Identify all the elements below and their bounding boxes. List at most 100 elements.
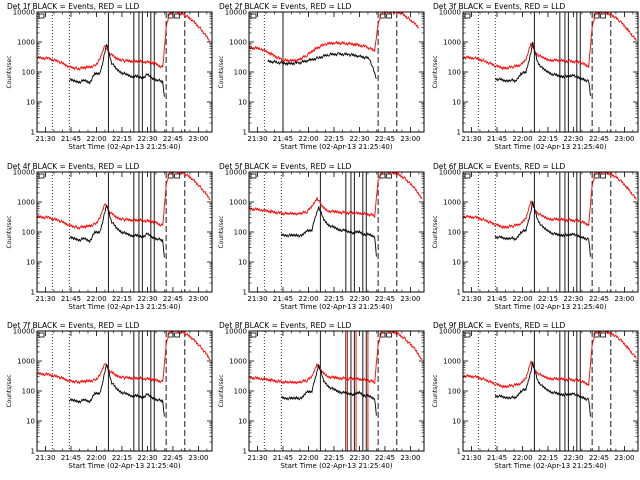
y-tick-label: 1 <box>457 289 461 297</box>
x-tick-label: 21:30 <box>247 454 267 462</box>
x-tick-label: 22:00 <box>86 295 106 303</box>
events-series-line <box>267 51 377 79</box>
panel-title: Det 2f BLACK = Events, RED = LLD <box>219 2 352 11</box>
y-axis-label: Counts/sec <box>6 215 13 248</box>
y-tick-label: 100 <box>22 69 35 77</box>
y-tick-label: 1000 <box>443 199 461 207</box>
panel-plot-area <box>463 12 637 132</box>
marker-box <box>250 173 257 179</box>
x-axis-label: Start Time (02-Apr-13 21:25:40) <box>68 462 180 470</box>
y-tick-label: 1000 <box>17 199 35 207</box>
y-tick-label: 10 <box>238 99 247 107</box>
x-tick-label: 21:30 <box>247 295 267 303</box>
y-tick-label: 100 <box>234 229 247 237</box>
x-tick-label: 22:45 <box>375 295 395 303</box>
y-tick-label: 1 <box>243 129 247 137</box>
panel-plot-area <box>249 331 423 451</box>
marker-box <box>38 173 45 179</box>
x-tick-label: 21:45 <box>487 454 507 462</box>
x-tick-label: 22:30 <box>563 454 583 462</box>
y-tick-label: 1000 <box>443 358 461 366</box>
marker-box <box>600 332 607 338</box>
panel-title: Det 8f BLACK = Events, RED = LLD <box>219 321 352 330</box>
y-axis-label: Counts/sec <box>6 55 13 88</box>
panel-det-4: Det 4f BLACK = Events, RED = LLD 1 10 100 10… <box>6 162 213 311</box>
x-tick-label: 22:00 <box>298 454 318 462</box>
x-tick-label: 22:30 <box>137 135 157 143</box>
panel-det-8: Det 8f BLACK = Events, RED = LLD 1 10 100 10… <box>218 321 425 470</box>
y-tick-label: 10000 <box>439 9 461 17</box>
y-axis-label: Counts/sec <box>6 374 13 407</box>
x-tick-label: 23:00 <box>188 454 208 462</box>
panel-title: Det 6f BLACK = Events, RED = LLD <box>433 162 566 171</box>
events-series-line <box>494 201 591 257</box>
x-tick-label: 22:00 <box>512 135 532 143</box>
marker-box <box>174 173 181 179</box>
x-tick-label: 22:30 <box>137 295 157 303</box>
x-tick-label: 22:45 <box>589 135 609 143</box>
y-axis-label: Counts/sec <box>432 374 439 407</box>
panel-det-5: Det 5f BLACK = Events, RED = LLD 1 10 100 10… <box>218 162 425 311</box>
y-tick-label: 10000 <box>13 169 35 177</box>
y-tick-label: 100 <box>22 229 35 237</box>
x-tick-label: 23:00 <box>188 295 208 303</box>
y-tick-label: 1000 <box>443 39 461 47</box>
x-tick-label: 22:30 <box>349 454 369 462</box>
x-tick-label: 21:45 <box>273 454 293 462</box>
marker-box <box>174 13 181 19</box>
x-axis-label: Start Time (02-Apr-13 21:25:40) <box>280 303 392 311</box>
x-tick-label: 22:00 <box>512 295 532 303</box>
y-tick-label: 10 <box>238 418 247 426</box>
x-tick-label: 21:30 <box>461 295 481 303</box>
x-tick-label: 21:30 <box>247 135 267 143</box>
panel-plot-area <box>37 172 211 292</box>
marker-box <box>386 173 393 179</box>
y-axis-label: Counts/sec <box>218 374 225 407</box>
x-tick-label: 22:45 <box>163 135 183 143</box>
x-tick-label: 23:00 <box>614 135 634 143</box>
y-tick-label: 1 <box>31 448 35 456</box>
x-tick-label: 22:30 <box>563 295 583 303</box>
events-series-line <box>68 204 165 258</box>
marker-box <box>38 13 45 19</box>
y-tick-label: 1 <box>243 289 247 297</box>
x-tick-label: 21:45 <box>273 295 293 303</box>
marker-box <box>38 332 45 338</box>
y-tick-label: 1000 <box>17 358 35 366</box>
marker-box <box>174 332 181 338</box>
x-tick-label: 21:30 <box>35 454 55 462</box>
panel-plot-area <box>249 12 420 132</box>
y-tick-label: 10000 <box>439 328 461 336</box>
x-tick-label: 22:45 <box>163 454 183 462</box>
y-tick-label: 10000 <box>13 328 35 336</box>
y-tick-label: 1000 <box>229 358 247 366</box>
y-axis-label: Counts/sec <box>432 215 439 248</box>
x-tick-label: 22:45 <box>375 135 395 143</box>
x-tick-label: 23:00 <box>400 135 420 143</box>
y-tick-label: 100 <box>22 388 35 396</box>
y-tick-label: 100 <box>234 69 247 77</box>
x-axis-label: Start Time (02-Apr-13 21:25:40) <box>280 462 392 470</box>
panel-title: Det 1f BLACK = Events, RED = LLD <box>7 2 140 11</box>
x-tick-label: 23:00 <box>614 454 634 462</box>
x-axis-label: Start Time (02-Apr-13 21:25:40) <box>494 143 606 151</box>
x-axis-label: Start Time (02-Apr-13 21:25:40) <box>494 462 606 470</box>
panel-title: Det 7f BLACK = Events, RED = LLD <box>7 321 140 330</box>
x-tick-label: 21:45 <box>61 135 81 143</box>
y-tick-label: 1000 <box>229 199 247 207</box>
marker-box <box>386 332 393 338</box>
x-tick-label: 22:45 <box>589 295 609 303</box>
y-tick-label: 1000 <box>229 39 247 47</box>
panel-det-7: Det 7f BLACK = Events, RED = LLD 1 10 100 10… <box>6 321 213 470</box>
panel-title: Det 9f BLACK = Events, RED = LLD <box>433 321 566 330</box>
x-tick-label: 21:45 <box>61 454 81 462</box>
y-tick-label: 100 <box>448 69 461 77</box>
events-series-line <box>494 41 591 96</box>
y-tick-label: 100 <box>234 388 247 396</box>
x-tick-label: 22:00 <box>86 135 106 143</box>
panel-plot-area <box>249 172 423 292</box>
marker-box <box>386 13 393 19</box>
x-tick-label: 22:45 <box>375 454 395 462</box>
x-tick-label: 21:45 <box>487 135 507 143</box>
